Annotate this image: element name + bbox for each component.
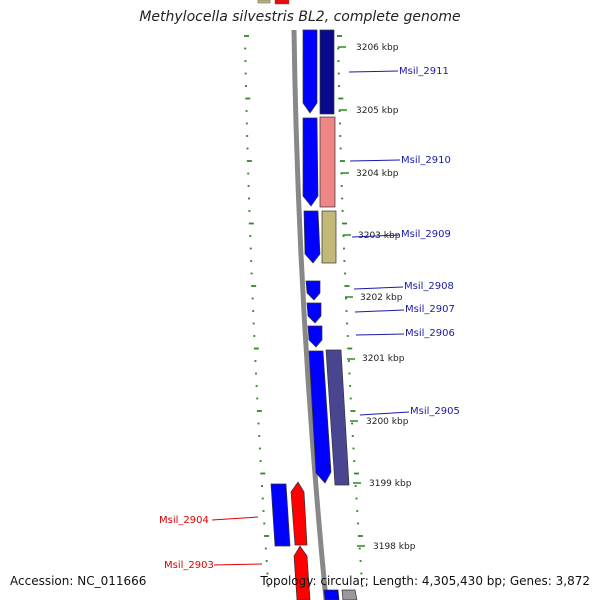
- gene-labels: Msil_2911 Msil_2910 Msil_2909 Msil_2908 …: [159, 66, 460, 571]
- accession-info: Accession: NC_011666: [10, 574, 147, 588]
- gene-msil-2904-forward: [270, 483, 291, 547]
- gene-label-msil-2905: Msil_2905: [410, 406, 460, 417]
- gene-msil-2910-rna: [319, 116, 336, 208]
- gene-msil-2904-reverse: [290, 481, 308, 546]
- feature-partial-bottom-grey: [341, 589, 358, 600]
- genome-backbone: [291, 29, 329, 600]
- gene-msil-2911-rna: [319, 29, 335, 115]
- feature-partial-khaki: [257, 0, 271, 4]
- gene-label-msil-2903: Msil_2903: [164, 560, 214, 571]
- position-label: 3200 kbp: [366, 417, 409, 427]
- gene-msil-2911-forward: [302, 29, 318, 114]
- gene-label-msil-2909: Msil_2909: [401, 229, 451, 240]
- gene-label-msil-2907: Msil_2907: [405, 304, 455, 315]
- feature-partial-red: [274, 0, 290, 5]
- gene-msil-2909-forward: [303, 210, 321, 264]
- position-label: 3204 kbp: [356, 169, 399, 179]
- genome-summary: Topology: circular; Length: 4,305,430 bp…: [260, 574, 590, 588]
- feature-partial-bottom-blue: [323, 589, 340, 600]
- map-title: Methylocella silvestris BL2, complete ge…: [139, 9, 461, 25]
- position-scale: 3206 kbp 3205 kbp 3204 kbp 3203 kbp 3202…: [338, 43, 416, 552]
- gene-msil-2905-rna: [325, 349, 350, 486]
- gene-msil-2907-forward: [306, 302, 322, 324]
- gene-msil-2910-forward: [302, 117, 319, 207]
- position-label: 3202 kbp: [360, 293, 403, 303]
- gene-msil-2909-rna: [321, 210, 337, 264]
- gene-msil-2906-forward: [307, 325, 323, 348]
- gene-msil-2908-forward: [305, 280, 321, 301]
- position-label: 3199 kbp: [369, 479, 412, 489]
- gene-msil-2905-forward: [308, 350, 332, 484]
- position-label: 3201 kbp: [362, 354, 405, 364]
- position-label: 3205 kbp: [356, 106, 399, 116]
- gene-label-msil-2906: Msil_2906: [405, 328, 455, 339]
- gene-label-msil-2910: Msil_2910: [401, 155, 451, 166]
- inner-tick-ring: [337, 35, 364, 587]
- position-label: 3206 kbp: [356, 43, 399, 53]
- gene-msil-2903-reverse: [293, 545, 311, 600]
- position-label: 3198 kbp: [373, 542, 416, 552]
- gene-label-msil-2904: Msil_2904: [159, 515, 209, 526]
- gene-label-msil-2911: Msil_2911: [399, 66, 449, 77]
- outer-tick-ring: [244, 35, 270, 587]
- gene-label-msil-2908: Msil_2908: [404, 281, 454, 292]
